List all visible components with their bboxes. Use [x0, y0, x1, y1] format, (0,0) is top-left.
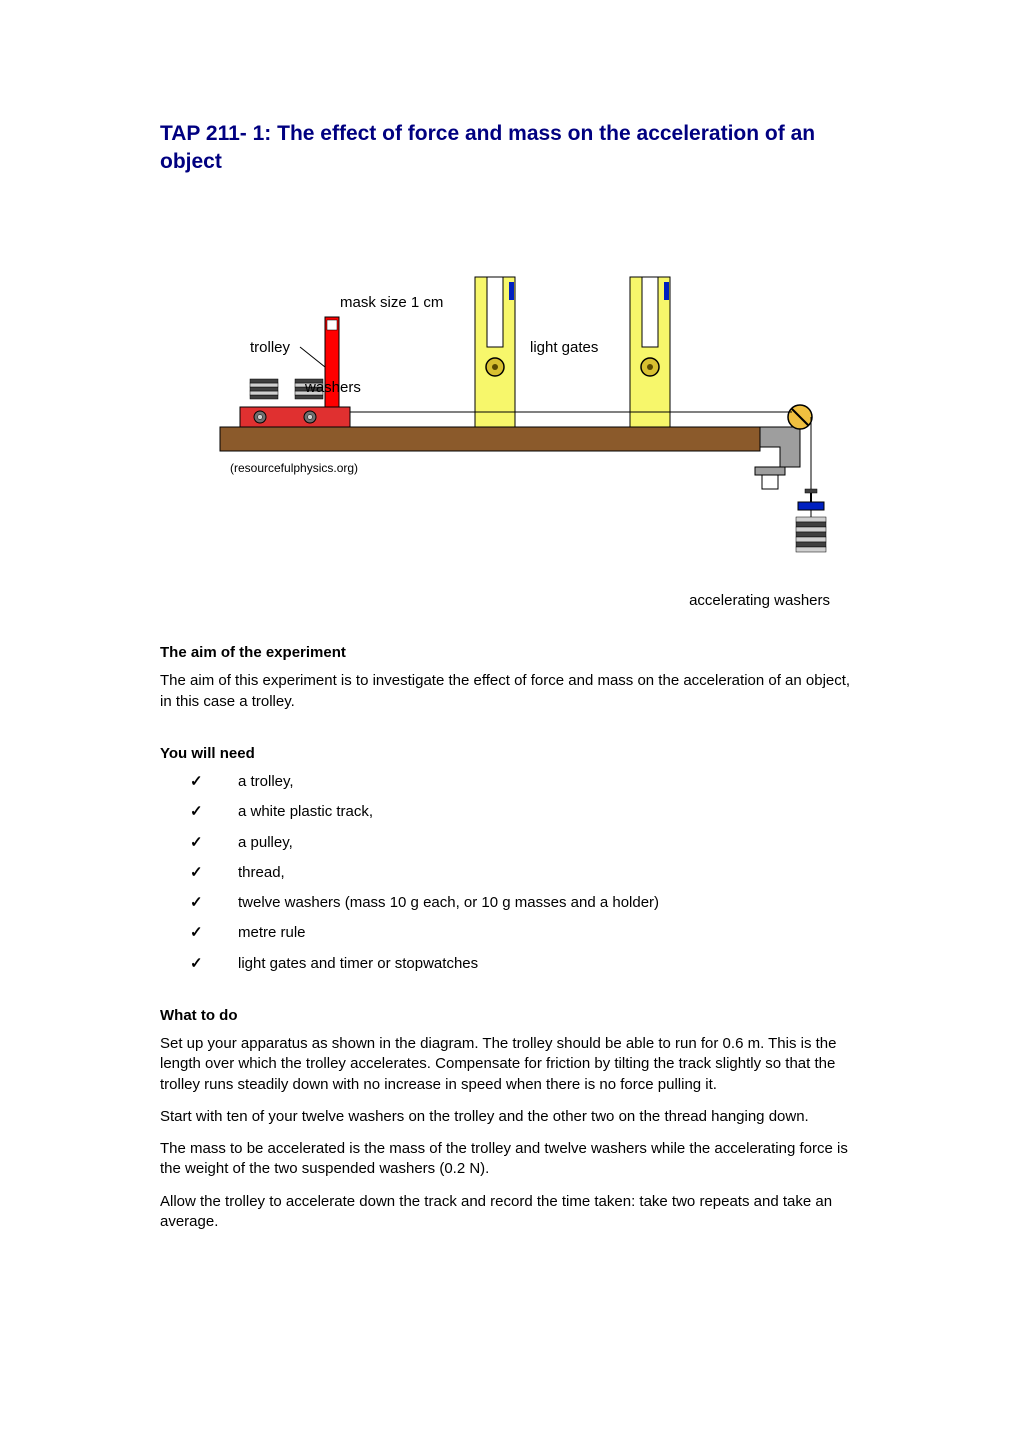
list-item: twelve washers (mass 10 g each, or 10 g …: [190, 893, 860, 913]
need-heading: You will need: [160, 744, 860, 764]
diagram-caption: accelerating washers: [200, 591, 860, 611]
todo-heading: What to do: [160, 1006, 860, 1026]
list-item: metre rule: [190, 923, 860, 943]
list-item: a trolley,: [190, 772, 860, 792]
need-list: a trolley, a white plastic track, a pulley…: [160, 772, 860, 974]
diagram-svg: mask size 1 cm trolley washers light gat…: [200, 217, 840, 577]
label-washers: washers: [304, 379, 361, 396]
list-item: a white plastic track,: [190, 802, 860, 822]
page-title: TAP 211- 1: The effect of force and mass…: [160, 120, 860, 177]
label-trolley: trolley: [250, 339, 291, 356]
label-gates: light gates: [530, 339, 598, 356]
list-item: light gates and timer or stopwatches: [190, 954, 860, 974]
aim-heading: The aim of the experiment: [160, 643, 860, 663]
label-mask: mask size 1 cm: [340, 294, 443, 311]
todo-paragraph: The mass to be accelerated is the mass o…: [160, 1139, 860, 1180]
list-item: thread,: [190, 863, 860, 883]
todo-paragraph: Set up your apparatus as shown in the di…: [160, 1034, 860, 1095]
list-item: a pulley,: [190, 833, 860, 853]
experiment-diagram: mask size 1 cm trolley washers light gat…: [200, 217, 860, 612]
label-source: (resourcefulphysics.org): [230, 461, 358, 475]
todo-body: Set up your apparatus as shown in the di…: [160, 1034, 860, 1232]
todo-paragraph: Start with ten of your twelve washers on…: [160, 1107, 860, 1127]
aim-text: The aim of this experiment is to investi…: [160, 671, 860, 712]
todo-paragraph: Allow the trolley to accelerate down the…: [160, 1192, 860, 1233]
